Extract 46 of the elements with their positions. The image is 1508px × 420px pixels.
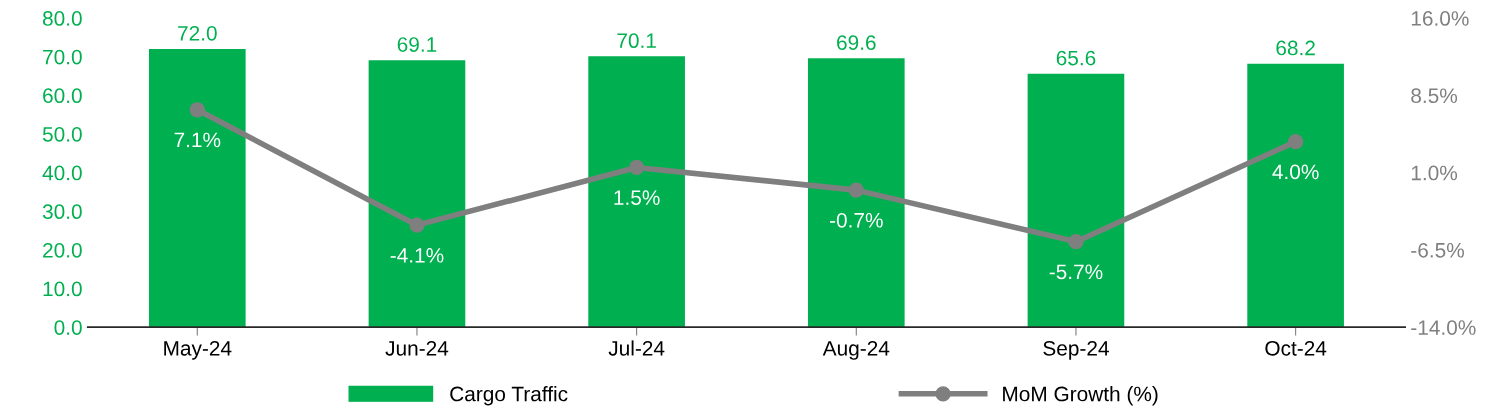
y-tick-label: 10.0	[43, 281, 82, 297]
data-label: 1.5%	[614, 190, 660, 205]
y2-tick-label: -6.5%	[1411, 242, 1464, 258]
legend-label: Cargo Traffic	[450, 386, 568, 406]
y2-tick-label: -14.0%	[1411, 320, 1476, 335]
y2-tick-label: 16.0%	[1411, 11, 1469, 26]
bar	[588, 56, 685, 328]
y-tick-label: 70.0	[43, 49, 82, 65]
y-tick-label: 60.0	[43, 88, 82, 104]
point	[628, 159, 645, 176]
y-tick-label: 30.0	[42, 204, 82, 220]
data-label: 69.6	[837, 35, 876, 50]
y2-tick-label: 8.5%	[1411, 88, 1458, 104]
data-label: 68.2	[1276, 40, 1315, 56]
bar	[148, 48, 246, 328]
y-tick-label: 20.0	[43, 242, 82, 258]
data-label: 72.0	[178, 25, 217, 41]
x-tick-label: Jun-24	[385, 340, 449, 356]
data-label: 4.0%	[1272, 164, 1319, 180]
y-tick-label: 0.0	[54, 320, 82, 335]
data-label: 70.1	[617, 33, 656, 49]
data-label: -4.1%	[390, 248, 444, 263]
data-label: -5.7%	[1049, 264, 1103, 280]
x-tick-label: Jul-24	[608, 340, 665, 356]
point	[848, 182, 864, 198]
point	[409, 217, 425, 233]
legend-label: MoM Growth (%)	[1003, 386, 1158, 406]
x-tick-label: Oct-24	[1265, 340, 1327, 356]
y-tick-label: 50.0	[42, 126, 82, 142]
data-label: 69.1	[397, 37, 437, 52]
bar	[807, 58, 905, 328]
x-tick-label: May-24	[164, 340, 232, 360]
point	[1287, 134, 1304, 150]
bar	[1247, 63, 1344, 328]
data-label: 65.6	[1056, 50, 1096, 66]
bar	[368, 60, 466, 328]
bar	[1027, 73, 1125, 328]
x-tick-label: Aug-24	[822, 340, 890, 360]
point	[1068, 234, 1084, 250]
data-label: 7.1%	[174, 132, 221, 148]
x-tick-label: Sep-24	[1043, 340, 1109, 360]
y-tick-label: 40.0	[42, 165, 82, 181]
y-tick-label: 80.0	[42, 11, 82, 26]
data-label: -0.7%	[830, 212, 883, 228]
point	[189, 102, 205, 118]
y2-tick-label: 1.0%	[1411, 165, 1458, 181]
